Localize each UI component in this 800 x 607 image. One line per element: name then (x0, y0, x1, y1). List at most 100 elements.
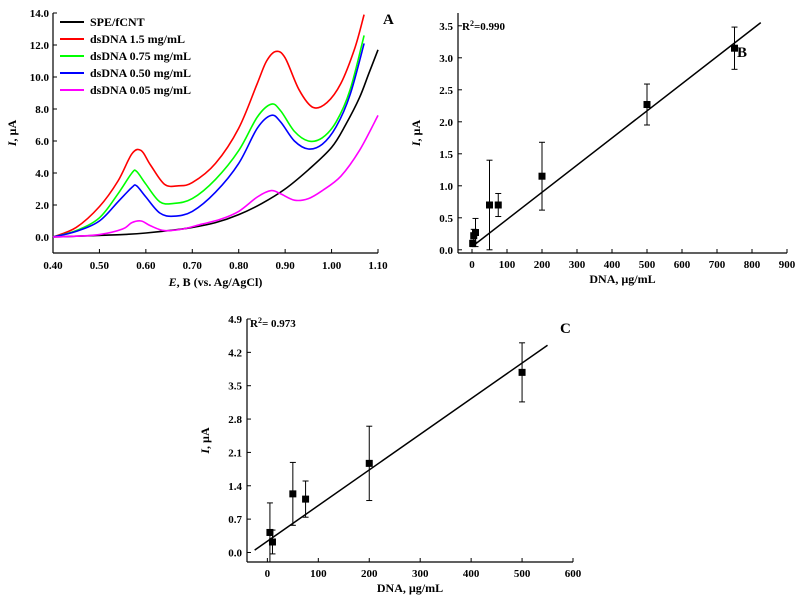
y-tick-label: 14.0 (30, 8, 50, 20)
series-line-1 (52, 14, 365, 238)
y-axis-label-symbol: I (5, 140, 19, 147)
data-point (469, 239, 477, 247)
x-tick-label: 0.60 (136, 260, 156, 272)
y-tick-label: 3.5 (228, 381, 242, 393)
y-tick-label: 0.0 (439, 245, 453, 257)
y-tick-label: 0.0 (35, 232, 49, 244)
y-tick-label: 2.5 (439, 85, 453, 97)
x-tick-label: 200 (361, 568, 378, 580)
data-point (494, 201, 502, 209)
y-tick-label: 2.8 (228, 414, 242, 426)
x-axis-label: DNA, µg/mL (377, 581, 443, 595)
y-tick-label: 4.9 (228, 314, 242, 326)
series-line-4 (52, 115, 379, 238)
data-point (731, 44, 738, 52)
legend-label-0: SPE/fCNT (90, 15, 145, 29)
x-tick-label: 0.40 (43, 260, 63, 272)
x-axis-label-text: , B (vs. Ag/AgCl) (177, 275, 263, 289)
y-tick-label: 12.0 (30, 40, 50, 52)
r-squared-symbol: R (462, 21, 471, 33)
y-tick-label: 6.0 (35, 136, 49, 148)
r-squared-value: = 0.973 (262, 318, 296, 330)
y-tick-label: 1.0 (439, 181, 453, 193)
data-point (365, 459, 373, 467)
fit-line (254, 344, 548, 551)
x-tick-label: 600 (565, 568, 582, 580)
panel-letter-c: C (560, 321, 571, 337)
y-tick-label: 2.0 (35, 200, 49, 212)
series-line-0 (52, 49, 379, 238)
legend-label-4: dsDNA 0.05 mg/mL (90, 83, 191, 97)
x-tick-label: 300 (412, 568, 429, 580)
series-line-3 (52, 43, 365, 238)
x-tick-label: 300 (569, 259, 586, 271)
x-tick-label: 0.90 (276, 260, 296, 272)
panel-letter-a: A (383, 12, 394, 28)
panel-b-chart: 0 100 200 300 400 500 600 700 800 900 0.0 0.5 1.0 1.5… (409, 0, 796, 286)
x-tick-label: 900 (779, 259, 796, 271)
x-tick-label: 1.10 (368, 260, 388, 272)
y-axis-label-text: , µA (198, 427, 212, 449)
fit-line (471, 22, 762, 248)
r-squared-label: R2= 0.973 (250, 316, 296, 330)
data-point (486, 201, 493, 209)
legend-label-1: dsDNA 1.5 mg/mL (90, 32, 185, 46)
y-tick-label: 0.5 (439, 213, 453, 225)
x-tick-label: 400 (604, 259, 621, 271)
legend-label-2: dsDNA 0.75 mg/mL (90, 49, 191, 63)
data-point (518, 368, 526, 376)
y-tick-label: 0.0 (228, 547, 242, 559)
x-tick-label: 100 (310, 568, 327, 580)
x-tick-label: 0.70 (183, 260, 203, 272)
y-tick-label: 4.0 (439, 0, 453, 1)
x-tick-label: 400 (463, 568, 480, 580)
r-squared-symbol: R (250, 318, 259, 330)
x-axis-label-symbol: E (168, 275, 177, 289)
y-axis-label-symbol: I (409, 140, 423, 147)
y-tick-label: 2.0 (439, 117, 453, 129)
y-tick-label: 1.5 (439, 149, 453, 161)
legend-label-3: dsDNA 0.50 mg/mL (90, 66, 191, 80)
r-squared-label: R2=0.990 (462, 19, 505, 33)
y-tick-label: 3.5 (439, 21, 453, 33)
x-tick-label: 0.80 (229, 260, 249, 272)
panel-letter-b: B (737, 45, 747, 61)
r-squared-value: =0.990 (474, 21, 506, 33)
data-point (643, 101, 651, 109)
x-tick-label: 0 (469, 259, 475, 271)
y-axis-label: I, µA (5, 120, 19, 148)
x-tick-label: 500 (639, 259, 656, 271)
y-axis-label-symbol: I (198, 448, 212, 455)
data-point (289, 490, 297, 498)
y-tick-label: 2.1 (228, 447, 242, 459)
y-tick-label: 3.0 (439, 53, 453, 65)
y-axis-label-text: , µA (409, 120, 423, 142)
x-tick-label: 800 (744, 259, 761, 271)
y-tick-label: 4.2 (228, 347, 242, 359)
data-point (302, 495, 310, 503)
panel-c-chart: 0 100 200 300 400 500 600 0.0 0.7 1.4 2.1 2.8 3.5 4.2… (198, 314, 582, 595)
data-point (268, 538, 276, 546)
series-line-2 (52, 35, 365, 238)
data-point (472, 229, 479, 237)
x-tick-label: 600 (674, 259, 691, 271)
y-tick-label: 1.4 (228, 481, 242, 493)
x-tick-label: 500 (514, 568, 531, 580)
x-tick-label: 100 (499, 259, 516, 271)
x-tick-label: 700 (709, 259, 726, 271)
y-axis-label-text: , µA (5, 120, 19, 142)
y-axis-label: I, µA (409, 120, 423, 148)
y-tick-label: 4.0 (35, 168, 49, 180)
y-tick-label: 0.7 (228, 514, 242, 526)
data-point (266, 528, 274, 536)
y-axis-label: I, µA (198, 427, 212, 455)
y-tick-label: 8.0 (35, 104, 49, 116)
x-tick-label: 200 (534, 259, 551, 271)
y-tick-label: 10.0 (30, 72, 50, 84)
x-axis-label: E, B (vs. Ag/AgCl) (168, 275, 263, 289)
r-squared-superscript: 2 (470, 19, 474, 28)
x-axis-label: DNA, µg/mL (589, 272, 655, 286)
x-tick-label: 0 (265, 568, 271, 580)
data-point (538, 172, 546, 180)
